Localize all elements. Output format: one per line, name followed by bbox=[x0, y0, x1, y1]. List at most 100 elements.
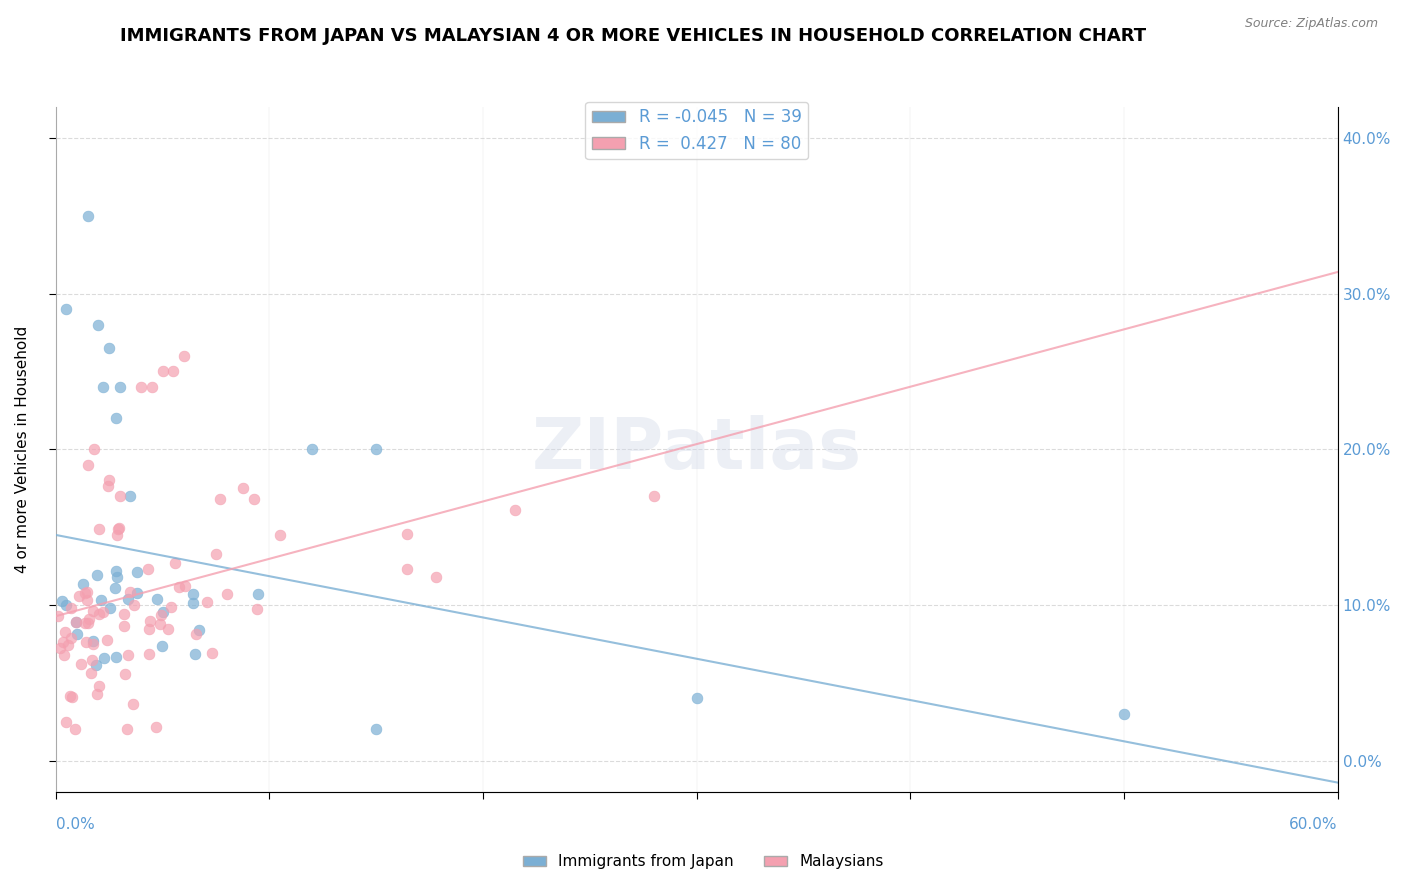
Point bbox=[174, 578, 197, 592]
Point bbox=[75, 635, 97, 649]
Point bbox=[1112, 706, 1135, 721]
Point bbox=[59, 689, 82, 703]
Point bbox=[136, 561, 159, 575]
Point bbox=[66, 627, 89, 641]
Point bbox=[53, 625, 76, 640]
Point bbox=[503, 503, 526, 517]
Point bbox=[114, 667, 136, 681]
Point bbox=[685, 691, 707, 706]
Point bbox=[59, 600, 82, 615]
Point bbox=[105, 649, 128, 664]
Point bbox=[73, 585, 96, 599]
Point bbox=[80, 666, 103, 681]
Point bbox=[93, 605, 115, 619]
Text: ZIPatlas: ZIPatlas bbox=[531, 415, 862, 483]
Point bbox=[87, 318, 110, 332]
Point bbox=[87, 522, 110, 536]
Point bbox=[107, 521, 129, 535]
Text: IMMIGRANTS FROM JAPAN VS MALAYSIAN 4 OR MORE VEHICLES IN HOUSEHOLD CORRELATION C: IMMIGRANTS FROM JAPAN VS MALAYSIAN 4 OR … bbox=[120, 27, 1146, 45]
Point bbox=[46, 609, 69, 624]
Point bbox=[149, 617, 172, 632]
Point bbox=[86, 568, 108, 582]
Point bbox=[232, 481, 254, 495]
Point bbox=[205, 547, 228, 561]
Point bbox=[76, 209, 98, 223]
Point bbox=[104, 411, 127, 425]
Point bbox=[152, 364, 174, 378]
Point bbox=[55, 714, 77, 729]
Point bbox=[72, 577, 94, 591]
Point bbox=[217, 587, 239, 601]
Point bbox=[129, 380, 152, 394]
Point bbox=[152, 605, 174, 619]
Point bbox=[96, 632, 118, 647]
Point bbox=[76, 585, 98, 599]
Legend: Immigrants from Japan, Malaysians: Immigrants from Japan, Malaysians bbox=[516, 848, 890, 875]
Point bbox=[77, 615, 100, 630]
Point bbox=[76, 458, 98, 472]
Text: Source: ZipAtlas.com: Source: ZipAtlas.com bbox=[1244, 17, 1378, 29]
Point bbox=[51, 594, 73, 608]
Point bbox=[156, 623, 179, 637]
Point bbox=[160, 599, 183, 614]
Point bbox=[165, 556, 187, 570]
Point bbox=[118, 585, 141, 599]
Point bbox=[82, 604, 104, 618]
Point bbox=[49, 640, 72, 655]
Point bbox=[150, 607, 173, 622]
Text: 0.0%: 0.0% bbox=[56, 817, 94, 832]
Point bbox=[87, 679, 110, 693]
Point bbox=[70, 657, 93, 671]
Point bbox=[108, 380, 131, 394]
Point bbox=[120, 489, 142, 503]
Point bbox=[181, 587, 204, 601]
Point bbox=[145, 720, 167, 734]
Point bbox=[184, 647, 207, 661]
Point bbox=[115, 723, 138, 737]
Point bbox=[56, 638, 79, 652]
Point bbox=[108, 489, 131, 503]
Point bbox=[643, 489, 665, 503]
Point bbox=[105, 527, 128, 541]
Point bbox=[125, 586, 148, 600]
Point bbox=[98, 341, 121, 355]
Point bbox=[104, 582, 127, 596]
Point bbox=[52, 635, 75, 649]
Point bbox=[187, 623, 209, 637]
Point bbox=[125, 565, 148, 579]
Point bbox=[98, 474, 121, 488]
Point bbox=[425, 570, 447, 584]
Point bbox=[84, 658, 107, 673]
Point bbox=[138, 622, 160, 636]
Point bbox=[83, 442, 105, 457]
Point bbox=[301, 442, 323, 457]
Point bbox=[82, 636, 104, 650]
Point bbox=[173, 349, 195, 363]
Point bbox=[75, 615, 97, 630]
Y-axis label: 4 or more Vehicles in Household: 4 or more Vehicles in Household bbox=[15, 326, 30, 573]
Legend: R = -0.045   N = 39, R =  0.427   N = 80: R = -0.045 N = 39, R = 0.427 N = 80 bbox=[585, 102, 808, 160]
Point bbox=[55, 598, 77, 612]
Point bbox=[366, 442, 388, 457]
Point bbox=[55, 302, 77, 317]
Point bbox=[141, 380, 163, 394]
Point bbox=[112, 618, 135, 632]
Point bbox=[117, 648, 139, 662]
Point bbox=[93, 651, 115, 665]
Point bbox=[98, 600, 121, 615]
Point bbox=[138, 647, 160, 661]
Point bbox=[104, 564, 127, 578]
Point bbox=[167, 580, 190, 594]
Point bbox=[53, 648, 76, 662]
Point bbox=[246, 587, 269, 601]
Point bbox=[86, 687, 108, 701]
Point bbox=[246, 602, 269, 616]
Point bbox=[89, 607, 111, 622]
Point bbox=[65, 615, 87, 630]
Point bbox=[145, 592, 167, 607]
Point bbox=[201, 646, 224, 660]
Point bbox=[76, 592, 98, 607]
Point bbox=[65, 615, 87, 629]
Point bbox=[117, 591, 139, 606]
Point bbox=[107, 522, 129, 536]
